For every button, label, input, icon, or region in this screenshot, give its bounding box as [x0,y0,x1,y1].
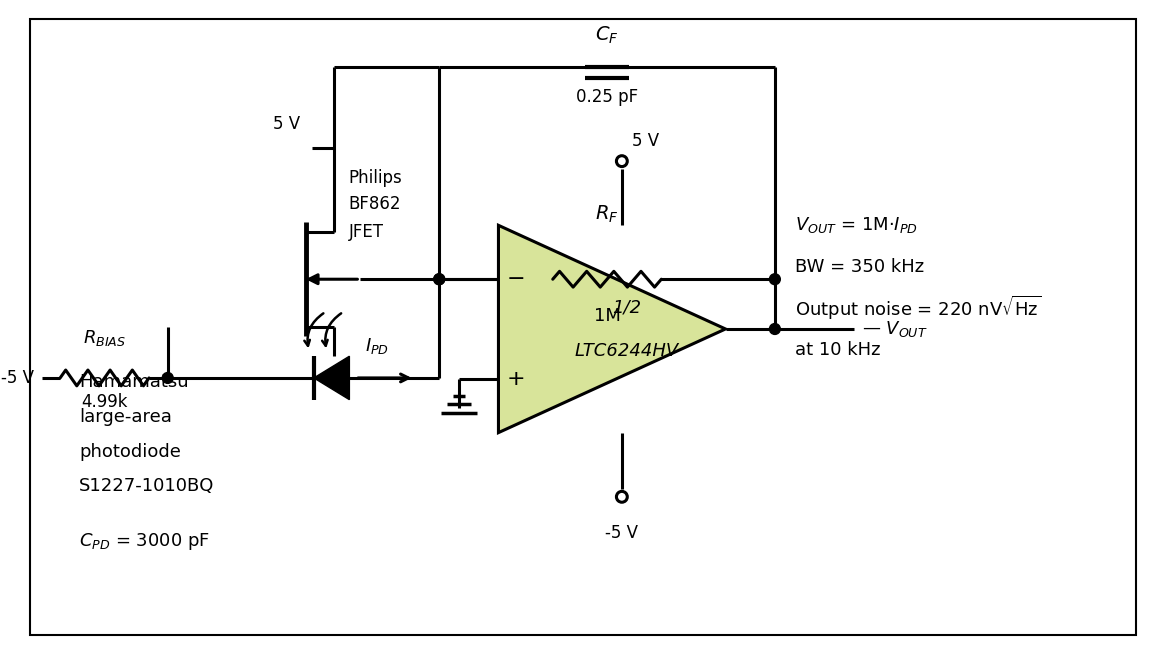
Polygon shape [498,226,725,433]
Text: -5 V: -5 V [605,525,639,542]
Text: $I_{PD}$: $I_{PD}$ [365,336,389,356]
Circle shape [434,274,444,284]
Text: $C_{PD}$ = 3000 pF: $C_{PD}$ = 3000 pF [79,531,209,553]
Text: at 10 kHz: at 10 kHz [794,341,881,358]
Text: Philips: Philips [349,169,402,186]
Text: photodiode: photodiode [79,443,181,460]
Text: BW = 350 kHz: BW = 350 kHz [794,258,924,276]
Text: +: + [506,369,526,388]
Text: 5 V: 5 V [632,132,658,150]
Text: Hamamatsu: Hamamatsu [79,373,189,391]
Text: S1227-1010BQ: S1227-1010BQ [79,477,214,495]
Text: LTC6244HV: LTC6244HV [574,341,679,360]
Circle shape [162,373,173,383]
Text: 4.99k: 4.99k [82,393,128,411]
Text: −: − [506,269,526,289]
Text: $V_{OUT}$ = 1M·$I_{PD}$: $V_{OUT}$ = 1M·$I_{PD}$ [794,215,917,235]
Text: 1/2: 1/2 [612,298,641,317]
Text: Output noise = 220 nV$\sqrt{\mathrm{Hz}}$: Output noise = 220 nV$\sqrt{\mathrm{Hz}}… [794,294,1041,322]
Text: $R_F$: $R_F$ [595,203,619,225]
Circle shape [770,324,780,334]
Circle shape [434,274,444,284]
Circle shape [770,274,780,284]
Text: large-area: large-area [79,408,171,426]
Polygon shape [314,356,350,400]
Text: JFET: JFET [349,223,383,241]
Text: BF862: BF862 [349,195,401,213]
Text: $C_F$: $C_F$ [595,24,619,46]
Text: — $V_{OUT}$: — $V_{OUT}$ [862,319,928,339]
Text: 5 V: 5 V [273,115,299,133]
Text: 1M: 1M [594,307,620,325]
Text: $R_{BIAS}$: $R_{BIAS}$ [83,328,127,349]
Text: 0.25 pF: 0.25 pF [576,88,638,106]
Text: -5 V: -5 V [1,369,35,387]
